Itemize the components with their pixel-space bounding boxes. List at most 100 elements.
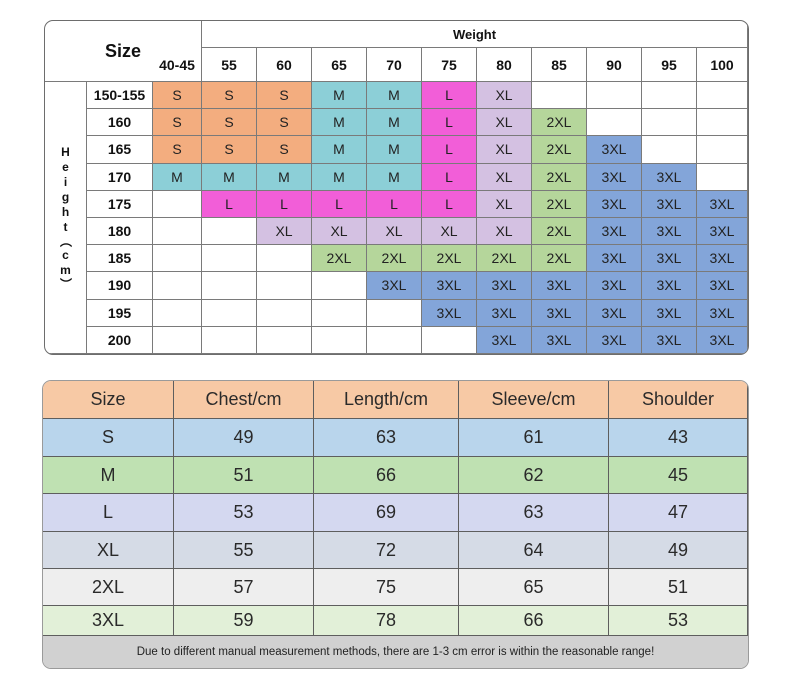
weight-value-header: 80 — [477, 48, 532, 82]
weight-value-header: 40-45 — [153, 48, 202, 82]
measurement-cell: 49 — [609, 532, 748, 569]
measurement-cell: 63 — [314, 419, 459, 457]
size-cell: S — [202, 136, 257, 164]
size-cell — [257, 272, 312, 300]
weight-value-header: 60 — [257, 48, 312, 82]
size-cell: M — [312, 163, 367, 191]
size-cell: L — [202, 190, 257, 218]
size-cell — [202, 299, 257, 327]
size-cell — [312, 272, 367, 300]
size-cell: 3XL — [642, 299, 697, 327]
measurement-cell: 62 — [459, 457, 609, 494]
size-cell: 3XL — [642, 190, 697, 218]
size-cell: 3XL — [477, 326, 532, 354]
size-cell: L — [422, 163, 477, 191]
size-cell: XL — [257, 218, 312, 246]
size-cell: XL — [477, 218, 532, 246]
size-cell — [367, 299, 422, 327]
size-cell: 2XL — [532, 163, 587, 191]
measurement-cell: 47 — [609, 494, 748, 532]
size-cell: M — [312, 109, 367, 137]
measurement-cell: 63 — [459, 494, 609, 532]
size-cell — [257, 245, 312, 273]
size-cell: 3XL — [697, 326, 748, 354]
measurement-column-header: Sleeve/cm — [459, 381, 609, 419]
size-cell: 3XL — [697, 190, 748, 218]
size-cell — [202, 272, 257, 300]
size-cell: 3XL — [422, 272, 477, 300]
size-cell: 3XL — [587, 272, 642, 300]
size-cell: M — [312, 136, 367, 164]
size-cell: L — [422, 82, 477, 110]
size-cell: XL — [477, 136, 532, 164]
measurement-cell: XL — [43, 532, 174, 569]
measurement-cell: 53 — [174, 494, 314, 532]
size-cell: 3XL — [587, 136, 642, 164]
size-cell: M — [367, 82, 422, 110]
size-cell: 3XL — [587, 326, 642, 354]
size-cell — [257, 299, 312, 327]
size-cell: XL — [312, 218, 367, 246]
measurement-table: Size Chest/cm Length/cm Sleeve/cm Shoulder S 4… — [42, 380, 749, 669]
size-cell: 3XL — [477, 299, 532, 327]
size-cell: XL — [422, 218, 477, 246]
height-value-header: 195 — [87, 299, 153, 327]
size-cell: 3XL — [532, 326, 587, 354]
size-cell: L — [422, 109, 477, 137]
measurement-cell: 3XL — [43, 606, 174, 636]
size-cell: S — [202, 109, 257, 137]
measurement-cell: 66 — [459, 606, 609, 636]
size-cell: 2XL — [367, 245, 422, 273]
measurement-cell: 64 — [459, 532, 609, 569]
size-cell — [202, 245, 257, 273]
size-cell: M — [257, 163, 312, 191]
size-cell: S — [257, 109, 312, 137]
measurement-cell: 72 — [314, 532, 459, 569]
height-value-header: 165 — [87, 136, 153, 164]
size-cell: 3XL — [587, 218, 642, 246]
size-cell: L — [422, 136, 477, 164]
size-cell: L — [312, 190, 367, 218]
height-value-header: 185 — [87, 245, 153, 273]
measurement-cell: 43 — [609, 419, 748, 457]
size-cell: 2XL — [532, 190, 587, 218]
height-value-header: 200 — [87, 326, 153, 354]
size-cell — [312, 299, 367, 327]
size-cell: 2XL — [422, 245, 477, 273]
size-cell: 3XL — [697, 299, 748, 327]
size-cell: 2XL — [532, 136, 587, 164]
size-cell — [153, 218, 202, 246]
size-cell: M — [312, 82, 367, 110]
height-label: Height（cm） — [45, 82, 87, 354]
height-value-header: 175 — [87, 190, 153, 218]
height-value-header: 170 — [87, 163, 153, 191]
size-cell: L — [422, 190, 477, 218]
measurement-cell: 66 — [314, 457, 459, 494]
size-cell: 2XL — [532, 218, 587, 246]
size-cell — [697, 82, 748, 110]
size-cell: L — [367, 190, 422, 218]
measurement-cell: 53 — [609, 606, 748, 636]
size-cell: S — [257, 82, 312, 110]
size-cell: 3XL — [367, 272, 422, 300]
size-cell: M — [202, 163, 257, 191]
size-cell: L — [257, 190, 312, 218]
size-cell: S — [202, 82, 257, 110]
measurement-column-header: Length/cm — [314, 381, 459, 419]
size-cell: 2XL — [312, 245, 367, 273]
size-cell — [642, 136, 697, 164]
size-cell — [202, 218, 257, 246]
weight-value-header: 100 — [697, 48, 748, 82]
size-cell — [153, 299, 202, 327]
size-cell: 3XL — [422, 299, 477, 327]
measurement-cell: 69 — [314, 494, 459, 532]
size-cell: M — [367, 163, 422, 191]
height-value-header: 180 — [87, 218, 153, 246]
size-cell: 3XL — [532, 299, 587, 327]
measurement-cell: 51 — [609, 569, 748, 606]
size-cell — [587, 82, 642, 110]
weight-value-header: 90 — [587, 48, 642, 82]
measurement-cell: 49 — [174, 419, 314, 457]
size-cell: 2XL — [532, 109, 587, 137]
size-cell: 3XL — [587, 163, 642, 191]
